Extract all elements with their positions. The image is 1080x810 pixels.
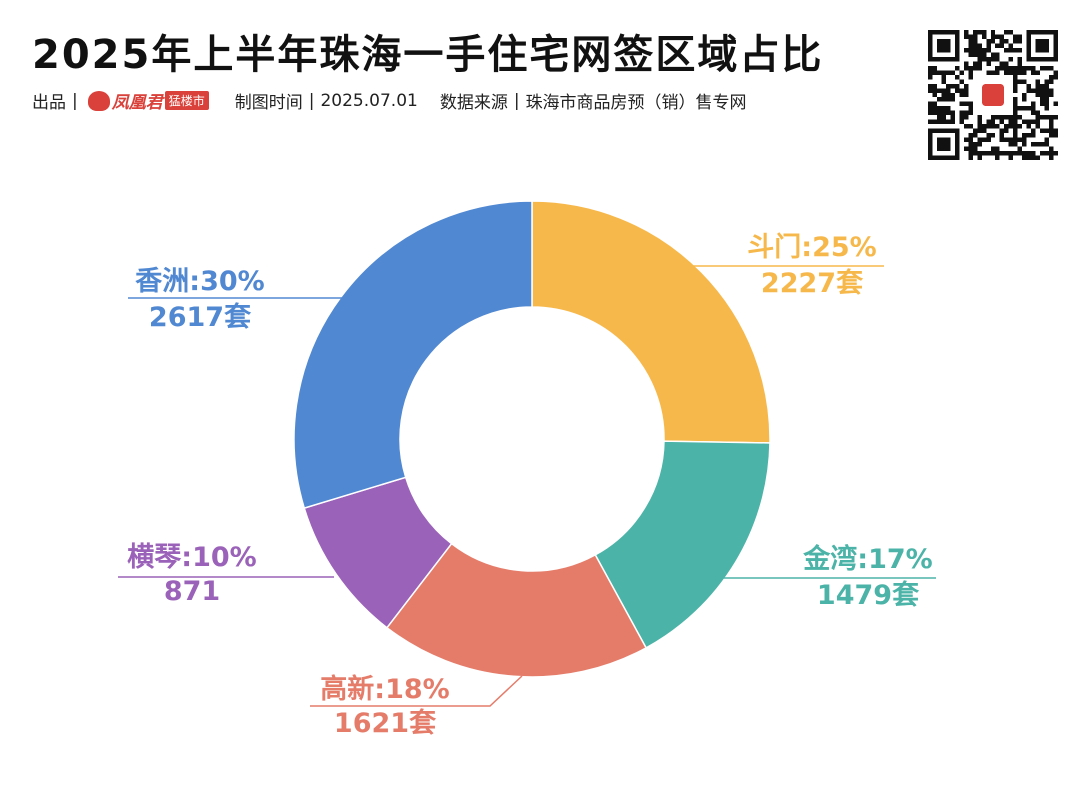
logo-tag: 猛楼市 [164, 91, 209, 110]
leader-line-gaoxin [310, 675, 523, 707]
slice-label-xiangzhou: 香洲:30% [135, 266, 264, 297]
separator: | [513, 90, 520, 111]
slice-label-hengqin: 横琴:10% [127, 542, 256, 573]
slice-gaoxin [385, 542, 648, 678]
source-label: 数据来源 [439, 93, 508, 113]
slice-value-doumen: 2227套 [761, 268, 863, 299]
slice-value-hengqin: 871 [164, 576, 220, 607]
slice-label-jinwan: 金湾:17% [802, 543, 932, 575]
slice-value-jinwan: 1479套 [817, 580, 919, 611]
producer-label: 出品 [32, 93, 66, 113]
made-time: 2025.07.01 [320, 90, 418, 111]
slice-xiangzhou [293, 200, 533, 510]
slice-jinwan [594, 440, 771, 649]
slice-label-gaoxin: 高新:18% [320, 673, 449, 705]
slice-doumen [531, 200, 771, 444]
phoenix-bird-icon [87, 90, 110, 111]
separator: | [308, 90, 315, 111]
slice-value-gaoxin: 1621套 [334, 708, 436, 739]
qr-code-icon [928, 30, 1058, 160]
source-text: 珠海市商品房预（销）售专网 [525, 93, 747, 113]
brand-logo: 凤凰君 猛楼市 [87, 88, 209, 113]
slice-label-doumen: 斗门:25% [747, 232, 876, 263]
slice-value-xiangzhou: 2617套 [149, 302, 251, 333]
page-title: 2025年上半年珠海一手住宅网签区域占比 [32, 32, 824, 78]
separator: | [72, 90, 78, 111]
made-time-label: 制图时间 [234, 93, 303, 113]
logo-text: 凤凰君 [111, 93, 163, 113]
meta-line: 出品 | 凤凰君 猛楼市 制图时间 | 2025.07.01 数据来源 | 珠海… [32, 88, 747, 113]
